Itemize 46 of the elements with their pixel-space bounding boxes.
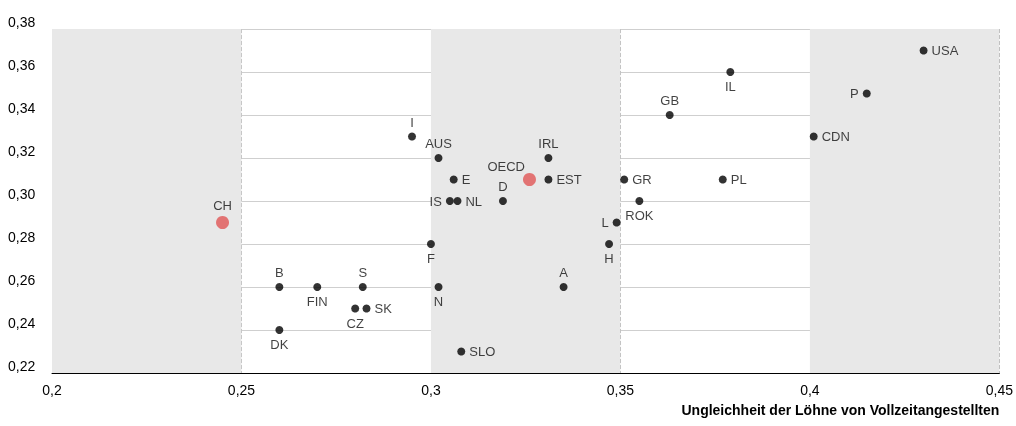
- series-label: B: [275, 265, 284, 280]
- series-label: GB: [660, 93, 680, 108]
- series-label: E: [461, 172, 471, 187]
- series-label: IL: [724, 79, 736, 94]
- series-label: GR: [632, 172, 652, 187]
- x-tick-label: 0,35: [606, 382, 635, 398]
- series-label: CH: [213, 198, 232, 213]
- series-label: OECD: [487, 159, 525, 174]
- y-tick-label: 0,30: [8, 186, 36, 202]
- x-tick-label: 0,3: [421, 382, 441, 398]
- series-label: P: [850, 86, 859, 101]
- series-label: N: [433, 294, 444, 309]
- series-label: L: [601, 215, 609, 230]
- x-tick-label: 0,45: [985, 382, 1014, 398]
- series-label: DK: [270, 337, 289, 352]
- series-label: EST: [556, 172, 582, 187]
- series-label: USA: [931, 43, 959, 58]
- series-label: A: [559, 265, 569, 280]
- y-tick-label: 0,28: [8, 229, 36, 245]
- series-label: D: [498, 179, 508, 194]
- series-label: ROK: [625, 208, 654, 223]
- x-tick-label: 0,2: [42, 382, 62, 398]
- series-label: FIN: [306, 294, 328, 309]
- series-label: SK: [374, 301, 393, 316]
- y-tick-label: 0,38: [8, 14, 36, 30]
- series-label: SLO: [469, 344, 496, 359]
- series-label: IRL: [538, 136, 559, 151]
- x-tick-label: 0,4: [800, 382, 820, 398]
- series-label: I: [410, 114, 414, 130]
- y-tick-label: 0,32: [8, 143, 36, 159]
- y-tick-label: 0,26: [8, 272, 36, 288]
- y-tick-label: 0,24: [8, 315, 36, 331]
- series-label: IS: [429, 193, 443, 209]
- y-tick-label: 0,36: [8, 57, 36, 73]
- series-label: CZ: [346, 315, 364, 331]
- series-label: S: [358, 265, 368, 280]
- series-label: F: [426, 251, 435, 266]
- y-tick-label: 0,22: [8, 358, 36, 374]
- x-axis-title: Ungleichheit der Löhne von Vollzeitangestellten: [681, 402, 1000, 418]
- series-label: H: [604, 251, 614, 266]
- series-label: CDN: [821, 129, 850, 144]
- y-tick-label: 0,34: [8, 100, 36, 116]
- series-label: PL: [730, 172, 747, 187]
- series-label: AUS: [425, 136, 453, 151]
- series-label: NL: [465, 193, 483, 209]
- x-tick-label: 0,25: [227, 382, 256, 398]
